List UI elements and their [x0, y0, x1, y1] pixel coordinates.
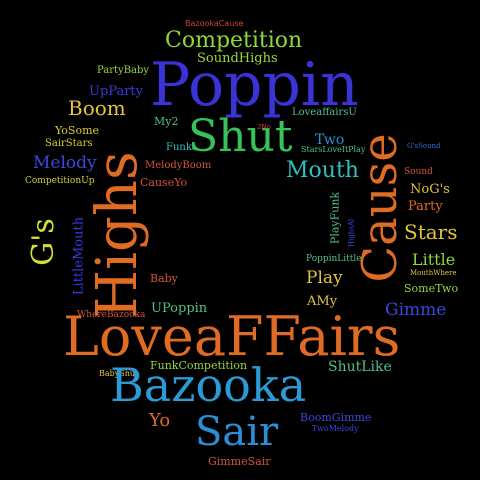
word-my2: My2 — [154, 115, 179, 128]
word-causeyo: CauseYo — [140, 176, 188, 189]
word-two: Two — [315, 132, 345, 148]
word-poppin: Poppin — [150, 50, 359, 120]
word-2no: 2No — [257, 123, 271, 131]
word-sound: Sound — [404, 167, 433, 177]
word-babyshut: BabyShut — [99, 369, 139, 378]
word-yo: Yo — [149, 410, 171, 431]
word-gs: G's — [26, 218, 61, 266]
word-melody: Melody — [33, 153, 97, 173]
word-party: Party — [408, 199, 443, 214]
word-sometwo: SomeTwo — [404, 282, 459, 295]
word-amy: AMy — [307, 294, 338, 309]
word-highs: Highs — [85, 151, 150, 319]
word-soundhighs: SoundHighs — [197, 51, 278, 66]
word-shut: Shut — [188, 111, 293, 162]
word-boomgimme: BoomGimme — [300, 411, 372, 424]
word-play: Play — [306, 268, 343, 288]
word-playfunk: PlayFunk — [328, 191, 342, 245]
word-littlemouth: LittleMouth — [71, 216, 87, 296]
word-competitionup: CompetitionUp — [25, 176, 95, 186]
word-gimmesair: GimmeSair — [208, 455, 271, 468]
word-highsal: HighsAl — [347, 218, 356, 248]
word-loveaffairsu: LoveaffairsU — [292, 107, 357, 118]
word-starsloveitplay: StarsLoveItPlay — [301, 145, 366, 154]
word-shutlike: ShutLike — [328, 359, 392, 375]
word-baby: Baby — [150, 272, 178, 285]
word-upparty: UpParty — [89, 84, 143, 99]
word-twomelody: TwoMelody — [312, 424, 359, 433]
word-melodyboom: MelodyBoom — [145, 160, 212, 171]
word-bazooka: Bazooka — [110, 358, 307, 412]
word-nogs: NoG's — [410, 182, 450, 197]
word-cause: Cause — [352, 133, 408, 283]
word-stars: Stars — [404, 220, 458, 244]
word-partybaby: PartyBaby — [97, 65, 150, 76]
word-gimme: Gimme — [385, 300, 447, 320]
word-competition: Competition — [165, 28, 303, 53]
word-mouth: Mouth — [286, 158, 359, 183]
word-upoppin: UPoppin — [151, 301, 208, 316]
word-sair: Sair — [195, 409, 279, 455]
word-bazookacause: BazookaCause — [185, 19, 244, 28]
word-mouthwhere: MouthWhere — [410, 269, 457, 277]
word-yosome: YoSome — [55, 124, 100, 137]
word-sairstars: SairStars — [45, 138, 93, 149]
word-little: Little — [412, 250, 456, 269]
word-funkcompetition: FunkCompetition — [150, 359, 248, 372]
word-poppinlittle: PoppinLittle — [306, 254, 362, 264]
word-gssound: G'sSound — [407, 142, 441, 150]
word-wherebazooka: WhereBazooka — [77, 310, 146, 320]
word-loveaffairs: LoveaFFairs — [63, 305, 401, 368]
word-funk: Funk — [166, 142, 192, 153]
word-boom: Boom — [68, 96, 126, 120]
